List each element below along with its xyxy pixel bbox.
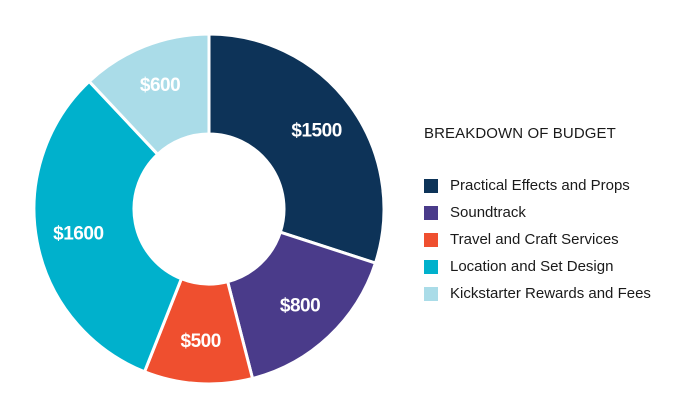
legend-label: Kickstarter Rewards and Fees <box>450 285 651 302</box>
legend-swatch <box>424 232 438 247</box>
legend-item-5: Kickstarter Rewards and Fees <box>424 280 694 307</box>
donut-slice-4 <box>32 79 184 374</box>
legend-label: Practical Effects and Props <box>450 177 630 194</box>
legend-item-3: Travel and Craft Services <box>424 226 694 253</box>
slice-label-3: $500 <box>181 331 221 352</box>
donut-slice-2 <box>225 230 378 381</box>
legend-label: Soundtrack <box>450 204 526 221</box>
legend-swatch <box>424 286 438 301</box>
legend-items: Practical Effects and Props Soundtrack Tra… <box>424 172 694 307</box>
legend-label: Location and Set Design <box>450 258 614 275</box>
slice-label-4: $1600 <box>53 223 103 244</box>
legend-swatch <box>424 259 438 274</box>
slice-label-2: $800 <box>280 295 320 316</box>
slice-label-5: $600 <box>140 75 180 96</box>
legend-item-4: Location and Set Design <box>424 253 694 280</box>
legend-item-1: Practical Effects and Props <box>424 172 694 199</box>
legend-swatch <box>424 205 438 220</box>
donut-slice-1 <box>207 32 386 265</box>
legend-swatch <box>424 178 438 193</box>
legend: BREAKDOWN OF BUDGET Practical Effects an… <box>424 125 694 307</box>
slice-label-1: $1500 <box>291 120 341 141</box>
chart-title: BREAKDOWN OF BUDGET <box>424 125 616 142</box>
legend-label: Travel and Craft Services <box>450 231 619 248</box>
legend-item-2: Soundtrack <box>424 199 694 226</box>
donut-slice-5 <box>87 32 211 157</box>
donut-chart: $1500 $800 $500 $1600 $600 <box>32 32 386 386</box>
